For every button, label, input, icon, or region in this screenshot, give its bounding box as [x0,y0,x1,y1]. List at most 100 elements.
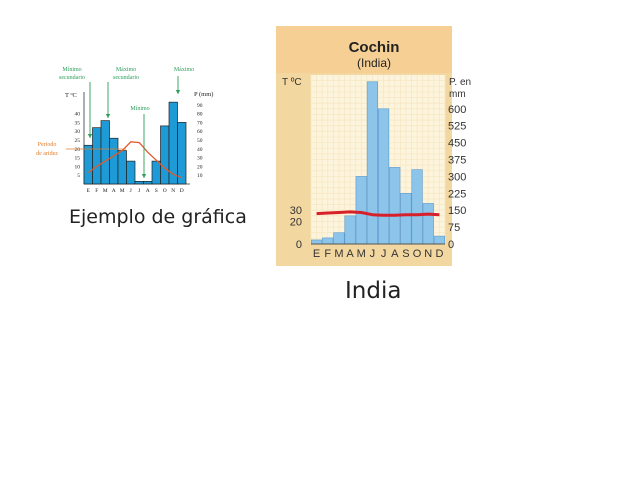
sample-bar [160,125,170,185]
cochin-bar [322,237,334,245]
cochin-right-tick-label: 450 [448,138,466,150]
cochin-bar [422,203,434,245]
sample-annotation-arrowhead [141,174,147,178]
sample-bar [177,122,187,185]
sample-month-tick-label: M [120,188,125,194]
cochin-right-axis-label-line2: mm [449,89,466,100]
cochin-month-tick-label: A [346,248,354,260]
sample-left-tick-label: 5 [77,173,80,179]
cochin-right-tick-label: 75 [448,222,460,234]
cochin-left-tick-label: 20 [290,216,302,228]
sample-annotation-label: Periodo [38,142,57,148]
cochin-left-axis-label: T ºC [282,77,302,88]
sample-right-tick-label: 80 [197,112,203,118]
cochin-bar [433,235,445,245]
sample-left-tick-label: 40 [75,112,81,118]
sample-annotation-label: Mínimo [62,67,81,73]
cochin-month-tick-label: O [413,248,422,260]
cochin-bar [333,232,345,245]
sample-month-tick-label: A [112,188,116,194]
cochin-month-tick-label: J [370,248,376,260]
cochin-right-tick-label: 600 [448,104,466,116]
sample-left-ticks: 5 10 15 20 25 30 35 40 [75,112,81,180]
cochin-month-tick-label: A [391,248,399,260]
sample-right-tick-label: 20 [197,164,203,170]
cochin-header-band [276,26,452,73]
sample-annotation-label: Máximo [174,67,194,73]
cochin-bar [366,81,378,245]
sample-bar [143,181,153,185]
sample-month-tick-label: F [95,188,98,194]
sample-left-axis-label: T ºC [65,92,77,99]
cochin-right-tick-label: 375 [448,155,466,167]
sample-bar [92,127,102,185]
cochin-month-tick-label: N [424,248,432,260]
sample-annotation-arrowhead [87,134,93,138]
sample-annotation-label: secundario [113,75,139,81]
sample-month-tick-label: J [130,188,133,194]
india-chart-caption: India [345,278,402,304]
cochin-bar [411,169,423,245]
sample-right-axis-label: P (mm) [194,91,213,98]
sample-month-tick-label: N [171,188,175,194]
sample-left-tick-label: 30 [75,129,81,135]
sample-bar [151,160,161,185]
cochin-bar [355,176,367,245]
cochin-right-ticks: 0 75 150 225 300 375 450 525 600 [448,104,466,251]
sample-month-tick-label: E [87,188,91,194]
sample-right-tick-label: 50 [197,138,203,144]
cochin-title: Cochin [349,39,400,56]
cochin-right-tick-label: 300 [448,171,466,183]
cochin-bar [389,167,401,245]
sample-left-tick-label: 15 [75,156,81,162]
cochin-bar [310,239,323,245]
sample-month-tick-label: A [146,188,150,194]
cochin-month-tick-label: D [435,248,443,260]
sample-annotation-arrowhead [105,114,111,118]
cochin-month-tick-label: J [381,248,387,260]
sample-bar [117,150,127,185]
sample-month-tick-label: S [155,188,158,194]
sample-month-tick-label: M [103,188,108,194]
sample-right-tick-label: 90 [197,103,203,109]
cochin-month-tick-label: F [324,248,331,260]
cochin-month-tick-label: M [334,248,343,260]
cochin-month-tick-label: S [402,248,409,260]
sample-right-tick-label: 10 [197,173,203,179]
sample-precipitation-bars [83,101,187,185]
cochin-month-tick-label: M [357,248,366,260]
sample-bar [83,144,93,185]
cochin-left-tick-label: 0 [296,239,302,251]
sample-bar [100,120,110,185]
cochin-temperature-line [316,210,440,217]
sample-annotation-label: Máximo [116,67,136,73]
cochin-right-axis-label-line1: P. en [449,77,471,88]
sample-bar [126,160,136,185]
sample-right-tick-label: 30 [197,156,203,162]
sample-left-tick-label: 20 [75,147,81,153]
sample-right-tick-label: 70 [197,120,203,126]
cochin-right-tick-label: 150 [448,205,466,217]
sample-annotation-label: secundario [59,75,85,81]
sample-right-ticks: 10 20 30 40 50 60 70 80 90 [197,103,203,179]
sample-annotation-label: Mínimo [130,106,149,112]
sample-chart-caption: Ejemplo de gráfica [69,206,247,228]
sample-left-tick-label: 35 [75,120,81,126]
cochin-bar [377,108,390,245]
sample-annotation-label: de aridez [36,151,58,157]
cochin-subtitle: (India) [357,56,391,70]
sample-month-tick-label: J [138,188,141,194]
cochin-bar [344,215,356,245]
cochin-right-tick-label: 225 [448,188,466,200]
sample-bar [109,137,119,185]
sample-annotations: Mínimo secundario Máximo secundario Mínimo Má… [36,67,194,178]
sample-left-tick-label: 10 [75,164,81,170]
cochin-right-tick-label: 0 [448,239,454,251]
sample-left-tick-label: 25 [75,138,81,144]
cochin-right-tick-label: 525 [448,121,466,133]
